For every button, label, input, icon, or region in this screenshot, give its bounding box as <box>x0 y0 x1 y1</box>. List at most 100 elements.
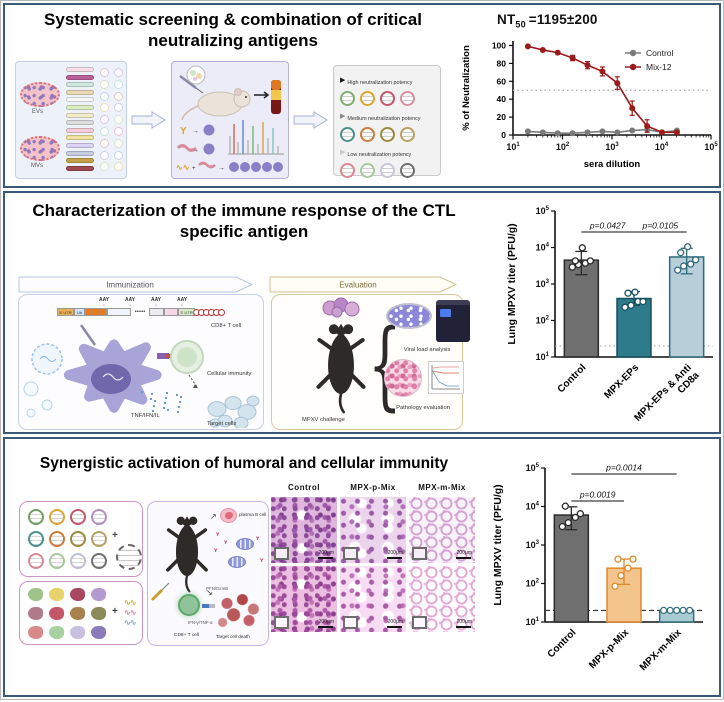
aay-label: AAY <box>125 297 135 306</box>
screening-scene: Y → → ∿∿ + → <box>176 65 284 172</box>
epitope-segment <box>164 308 178 316</box>
svg-text:102: 102 <box>556 142 570 152</box>
category-label: Control <box>556 362 589 395</box>
svg-text:60: 60 <box>497 76 507 86</box>
panel-ctl-response: Characterization of the immune response … <box>3 191 721 434</box>
arrow-icon: ↘ <box>206 588 213 597</box>
svg-text:80: 80 <box>497 58 507 68</box>
protein-mix-box: + ∿∿ ∿∿ ∿∿ <box>19 581 143 645</box>
target-cells-cluster <box>207 395 260 428</box>
data-point <box>692 256 700 264</box>
category-label: MPX-EPs <box>602 362 641 401</box>
data-point <box>584 62 591 69</box>
cd8-label: CD8+ T cell <box>211 323 242 329</box>
mouse-screening-box: Y → → ∿∿ + → <box>171 61 289 179</box>
rank-marker-icon: ▶ <box>340 148 346 156</box>
svg-text:105: 105 <box>704 142 718 152</box>
data-point <box>586 257 594 265</box>
backbone-ring-icon <box>116 544 142 570</box>
cd8-t-cell-icon <box>178 594 200 616</box>
histology-circle-icon <box>384 359 422 397</box>
stage-banners: Immunization Evaluation <box>18 276 458 293</box>
pathology-label: Pathology evaluation <box>396 405 450 411</box>
mini-peaks-chart <box>228 120 284 155</box>
panel-synergy: Synergistic activation of humoral and ce… <box>3 437 721 697</box>
svg-text:∿∿: ∿∿ <box>176 163 190 172</box>
data-point <box>571 257 579 265</box>
orf-segment <box>85 308 107 316</box>
series-line <box>527 45 677 134</box>
potency-ranking-box: ▶ High neutralization potency ▶ Medium neu… <box>333 65 441 178</box>
petri-dish-icon <box>386 303 432 329</box>
adjuvant-squiggle-icon: ∿∿ <box>124 618 136 627</box>
svg-text:103: 103 <box>605 142 619 152</box>
data-point <box>561 502 569 510</box>
ub-segment: Ub <box>74 308 85 316</box>
scale-bar-label: 200μm <box>456 550 472 556</box>
antibody-to-bead-row: Y → → ∿∿ + → <box>176 124 283 172</box>
arrow-icon <box>254 91 270 99</box>
data-point <box>554 49 561 56</box>
svg-text:→: → <box>192 128 199 135</box>
syringe-icon <box>79 324 97 346</box>
data-point <box>568 263 576 271</box>
evs-cell-icon <box>20 82 60 107</box>
histology-header: MPX-p-Mix <box>350 483 396 492</box>
data-point <box>621 303 629 311</box>
data-point <box>614 129 621 136</box>
svg-text:→: → <box>192 147 199 154</box>
aay-label: AAY <box>99 297 109 306</box>
black-mouse-icon <box>166 516 208 593</box>
panel3-title: Synergistic activation of humoral and ce… <box>39 455 449 472</box>
svg-text:102: 102 <box>526 579 540 589</box>
antigen-ring-column <box>100 68 109 174</box>
histology-tile: 200μm <box>340 566 406 632</box>
white-mouse-icon <box>181 88 251 121</box>
nt50-title: NT50 =1195±200 <box>497 12 598 30</box>
p-value-label: p=0.0014 <box>605 463 642 473</box>
pfn-gzmb-label: PFN/GzmB <box>206 586 229 591</box>
evs-label: EVs <box>32 109 44 115</box>
plasma-b-cell-icon <box>220 508 237 523</box>
svg-text:103: 103 <box>526 540 540 550</box>
ifn-tnf-label: IFN-γ/TNF-α <box>188 620 213 625</box>
plasma-b-cell-label: plasma B cell <box>239 512 267 517</box>
utr5-segment: 5' UTR <box>57 308 74 316</box>
scale-bar <box>387 626 402 628</box>
b-cell-icon <box>228 556 246 568</box>
data-point <box>539 129 546 136</box>
mvs-cell-icon <box>20 136 60 161</box>
target-cell-death-label: Target cell death <box>216 634 250 639</box>
histology-tile: 200μm <box>271 566 337 632</box>
data-point <box>624 564 632 572</box>
histology-grid: 200μm 200μm 200μm 200μm 200μm 200μm <box>271 497 475 632</box>
data-point <box>617 571 625 580</box>
data-point <box>629 555 637 563</box>
mvs-label: MVs <box>31 163 43 169</box>
category-label: MPX-m-Mix <box>638 627 684 673</box>
category-label: Control <box>546 627 579 660</box>
epitope-segment <box>107 308 131 316</box>
data-point <box>674 266 682 274</box>
data-point <box>684 243 692 251</box>
data-point <box>673 129 680 136</box>
panel1-title: Systematic screening & combination of cr… <box>44 10 422 50</box>
y-axis-label: % of Neutralization <box>461 45 472 131</box>
histology-header: MPX-m-Mix <box>418 483 466 492</box>
qpcr-machine-icon <box>436 300 470 342</box>
neutralization-chart: NT50 =1195±200 0 20 40 60 80 100 101 102 103 104 1… <box>453 7 724 188</box>
histology-tile: 200μm <box>409 497 475 563</box>
adjuvant-squiggle-icon: ∿∿ <box>124 608 136 617</box>
svg-text:105: 105 <box>526 463 540 473</box>
data-point <box>611 582 619 590</box>
antigen-ring-column <box>114 68 123 174</box>
adjuvant-squiggle-icon: ∿∿ <box>124 598 136 607</box>
y-axis-label: Lung MPXV titer (PFU/g) <box>492 484 504 605</box>
svg-text:0: 0 <box>501 130 506 140</box>
panel2-title: Characterization of the immune response … <box>32 201 456 241</box>
arrow-icon: ↗ <box>210 512 217 521</box>
flow-arrow-icon <box>131 111 166 129</box>
bar <box>553 514 590 623</box>
svg-text:20: 20 <box>497 112 507 122</box>
histology-tile: 200μm <box>409 566 475 632</box>
